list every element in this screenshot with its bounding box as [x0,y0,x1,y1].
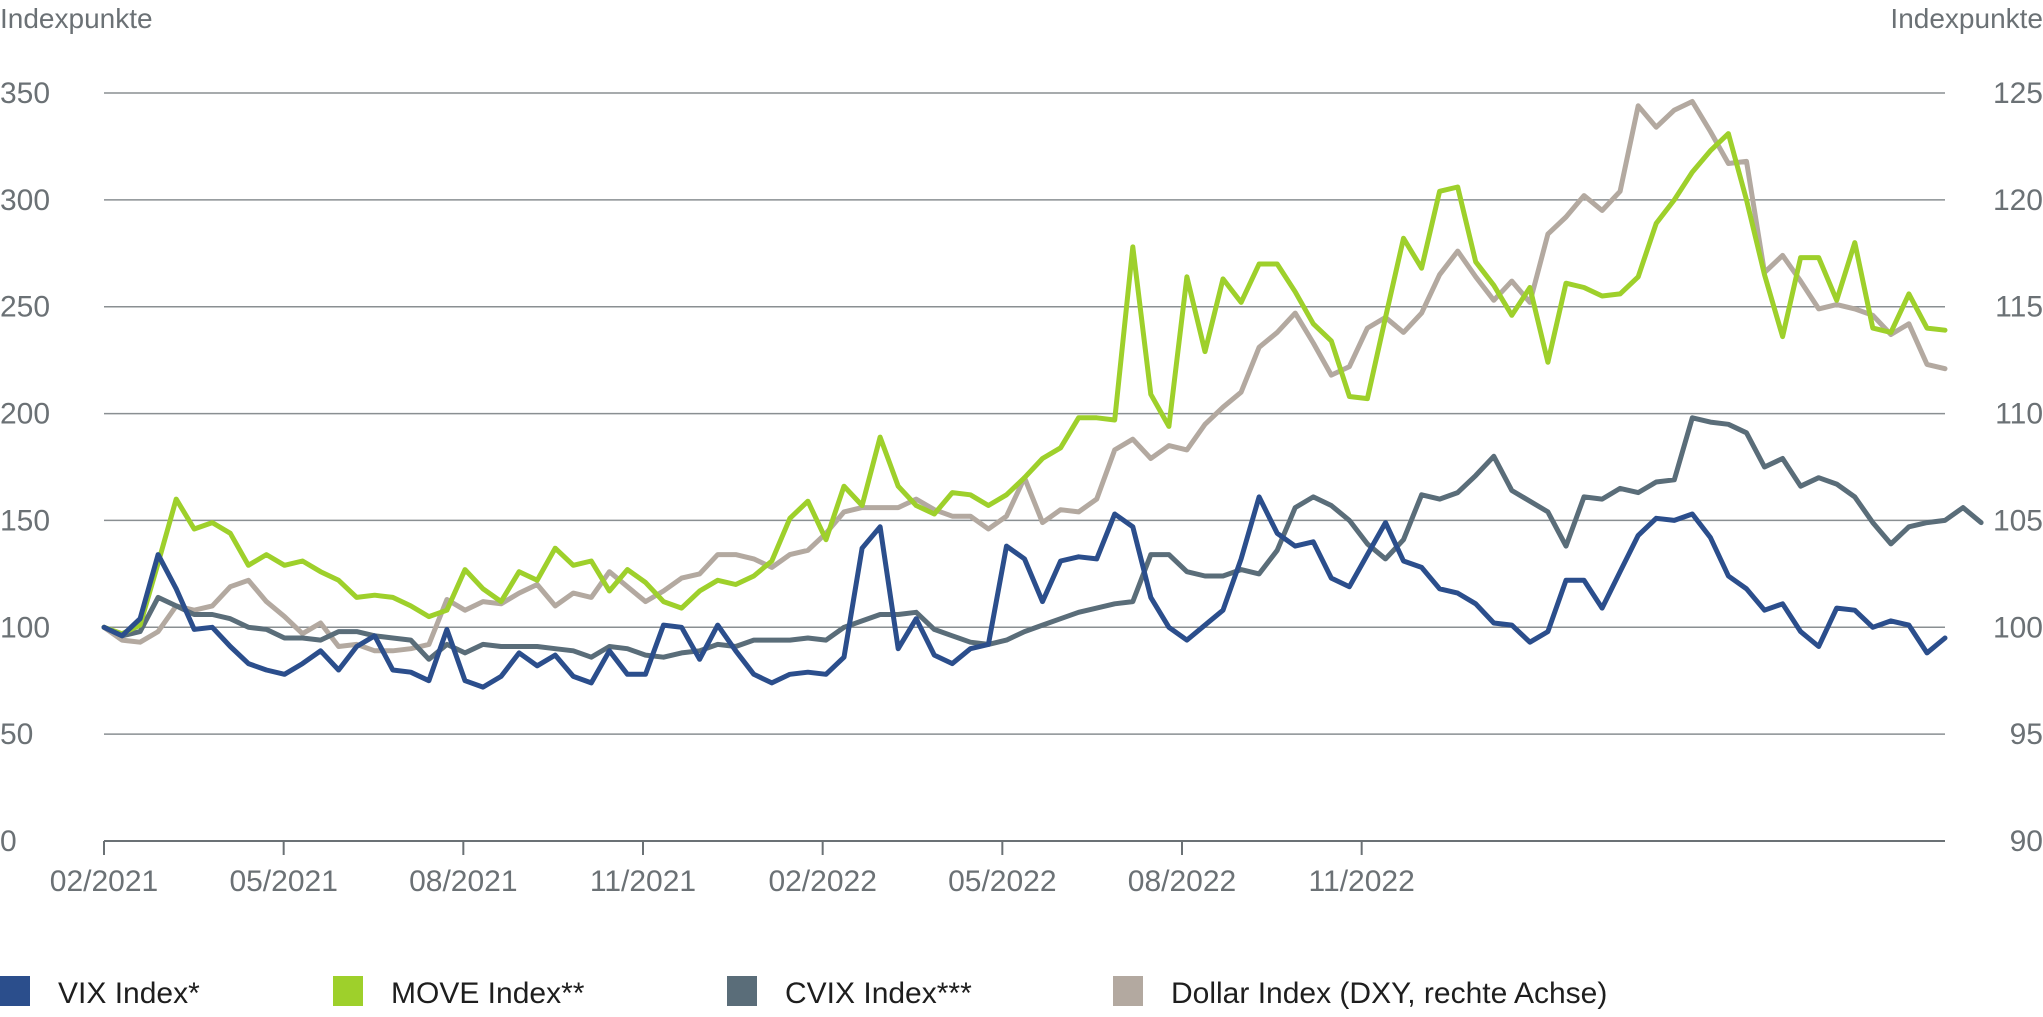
y-right-tick-label: 95 [2010,718,2043,751]
legend-label: CVIX Index*** [785,977,972,1010]
y-left-tick-label: 200 [0,398,50,431]
x-tick-label: 02/2022 [768,865,876,898]
legend-label: VIX Index* [58,977,200,1010]
legend-item: Dollar Index (DXY, rechte Achse) [1113,976,1607,1010]
x-tick-label: 02/2021 [50,865,158,898]
series-layer [101,99,1984,690]
legend: VIX Index* MOVE Index** CVIX Index*** Dolla… [0,976,1607,1010]
y-right-tick-label: 120 [1993,184,2043,217]
y-left-tick-label: 50 [0,718,33,751]
x-tick-label: 11/2022 [1309,865,1415,898]
legend-swatch [0,976,30,1006]
axis-layer: Indexpunkte Indexpunkte 0 50 100 150 200 250 3… [0,3,2043,898]
legend-item: VIX Index* [0,976,200,1010]
y-right-tick-label: 105 [1993,504,2043,537]
legend-item: CVIX Index*** [727,976,972,1010]
x-tick-label: 08/2022 [1128,865,1236,898]
y-right-tick-label: 100 [1993,611,2043,644]
right-axis-title: Indexpunkte [1890,3,2043,34]
y-left-tick-label: 0 [0,825,17,858]
y-left-tick-label: 100 [0,611,50,644]
y-left-tick-label: 300 [0,184,50,217]
x-tick-label: 05/2022 [948,865,1056,898]
y-right-tick-label: 110 [1995,398,2043,431]
legend-label: Dollar Index (DXY, rechte Achse) [1171,977,1607,1010]
y-left-tick-label: 250 [0,291,50,324]
y-left-tick-label: 350 [0,77,50,110]
legend-label: MOVE Index** [391,977,585,1010]
series-line-cvix-index [101,415,1984,662]
legend-swatch [1113,976,1143,1006]
left-axis-title: Indexpunkte [0,3,153,34]
x-tick-label: 08/2021 [409,865,517,898]
y-right-tick-label: 125 [1993,77,2043,110]
legend-swatch [727,976,757,1006]
legend-item: MOVE Index** [333,976,585,1010]
grid-layer [104,92,1945,735]
y-right-tick-label: 115 [1995,291,2043,324]
x-tick-label: 05/2021 [229,865,337,898]
legend-swatch [333,976,363,1006]
series-line-dollar-index-dxy-rechte-achse [101,99,1948,654]
series-line-move-index [101,131,1948,637]
series-line-vix-index [101,494,1948,690]
y-right-tick-label: 90 [2010,825,2043,858]
x-tick-label: 11/2021 [590,865,696,898]
y-left-tick-label: 150 [0,504,50,537]
